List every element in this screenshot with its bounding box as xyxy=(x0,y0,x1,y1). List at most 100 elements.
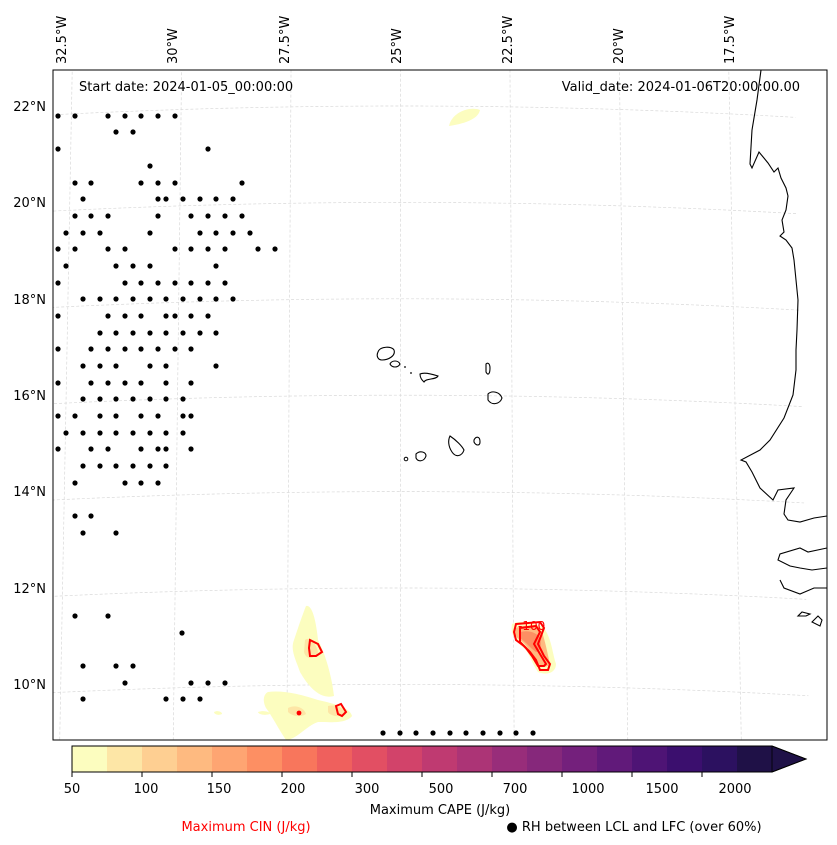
rh-dot xyxy=(163,330,169,336)
rh-dot xyxy=(80,663,86,669)
rh-dot xyxy=(180,413,186,419)
coastlines xyxy=(376,70,827,627)
rh-dot xyxy=(497,730,503,736)
rh-dot xyxy=(222,213,228,219)
rh-dot xyxy=(230,230,236,236)
coastline-segment xyxy=(739,70,827,523)
rh-dot xyxy=(155,213,161,219)
rh-dot xyxy=(205,246,211,252)
colorbar-tick-label: 1000 xyxy=(571,782,604,797)
rh-dot xyxy=(130,263,136,269)
colorbar-segment xyxy=(387,746,423,772)
lon-label: 25°W xyxy=(390,28,405,64)
rh-dot xyxy=(63,263,69,269)
colorbar-segment xyxy=(702,746,738,772)
rh-dot xyxy=(188,413,194,419)
colorbar-tick-label: 50 xyxy=(64,782,81,797)
rh-dot xyxy=(72,213,78,219)
start-date-label: Start date: 2024-01-05_00:00:00 xyxy=(79,80,293,95)
rh-dot xyxy=(463,730,469,736)
rh-dot xyxy=(255,246,261,252)
rh-dot xyxy=(130,663,136,669)
island xyxy=(404,366,406,368)
rh-dot xyxy=(155,413,161,419)
rh-dot xyxy=(113,663,119,669)
meridian-line xyxy=(619,70,629,740)
rh-dot xyxy=(88,446,94,452)
colorbar-tick-label: 2000 xyxy=(718,782,751,797)
colorbar-segment xyxy=(527,746,563,772)
lat-label: 10°N xyxy=(13,678,46,693)
rh-dot xyxy=(105,380,111,386)
rh-dot xyxy=(72,180,78,186)
rh-dot xyxy=(155,480,161,486)
rh-dot xyxy=(138,313,144,319)
rh-dot xyxy=(155,196,161,202)
cin-contours xyxy=(296,620,552,718)
rh-dot xyxy=(239,213,245,219)
rh-dot xyxy=(122,380,128,386)
rh-dot xyxy=(205,680,211,686)
rh-dot xyxy=(130,330,136,336)
rh-dot xyxy=(88,380,94,386)
coastline-segment xyxy=(473,436,481,446)
rh-dot xyxy=(222,280,228,286)
rh-dot xyxy=(55,346,61,352)
rh-dot xyxy=(72,246,78,252)
rh-dot xyxy=(97,296,103,302)
rh-dot xyxy=(138,480,144,486)
colorbar-segment xyxy=(72,746,108,772)
cape-region xyxy=(258,711,270,715)
map-frame xyxy=(52,69,828,741)
rh-dot xyxy=(97,430,103,436)
rh-dot xyxy=(188,346,194,352)
lat-label: 12°N xyxy=(13,582,46,597)
rh-dot xyxy=(197,296,203,302)
meridian-line xyxy=(286,70,292,740)
rh-dot xyxy=(80,396,86,402)
rh-dot xyxy=(147,296,153,302)
rh-markers xyxy=(55,113,536,736)
rh-dot xyxy=(138,413,144,419)
rh-dot xyxy=(163,446,169,452)
colorbar-tick-label: 300 xyxy=(355,782,380,797)
rh-dot xyxy=(138,446,144,452)
coastline-segment xyxy=(419,372,439,383)
rh-dot xyxy=(172,313,178,319)
rh-dot xyxy=(63,230,69,236)
rh-dot xyxy=(163,696,169,702)
cin-contour xyxy=(307,638,324,657)
colorbar-segment xyxy=(247,746,283,772)
parallel-line xyxy=(53,491,805,504)
rh-dot xyxy=(105,613,111,619)
gridlines xyxy=(53,70,809,740)
rh-dot xyxy=(80,463,86,469)
rh-dot xyxy=(530,730,536,736)
rh-dot xyxy=(380,730,386,736)
rh-dot xyxy=(180,430,186,436)
rh-dot xyxy=(480,730,486,736)
rh-dot xyxy=(147,163,153,169)
cin-contour-label: -100 xyxy=(518,619,545,633)
cin-contour xyxy=(512,620,552,671)
parallel-line xyxy=(53,394,802,407)
rh-dot xyxy=(147,463,153,469)
rh-dot xyxy=(113,363,119,369)
rh-dot xyxy=(72,613,78,619)
colorbar-arrow-outline xyxy=(771,745,808,773)
rh-dot xyxy=(80,363,86,369)
colorbar-tick-label: 1500 xyxy=(645,782,678,797)
coastline-segment xyxy=(811,615,823,627)
rh-dot xyxy=(147,230,153,236)
rh-dot xyxy=(97,463,103,469)
rh-dot xyxy=(230,296,236,302)
rh-dot xyxy=(213,330,219,336)
coastline-segment xyxy=(389,360,401,368)
map-background xyxy=(53,70,827,740)
rh-dot xyxy=(80,696,86,702)
colorbar-segment xyxy=(562,746,598,772)
rh-dot xyxy=(130,463,136,469)
rh-dot xyxy=(122,280,128,286)
rh-dot xyxy=(180,696,186,702)
lon-label: 20°W xyxy=(612,28,627,64)
